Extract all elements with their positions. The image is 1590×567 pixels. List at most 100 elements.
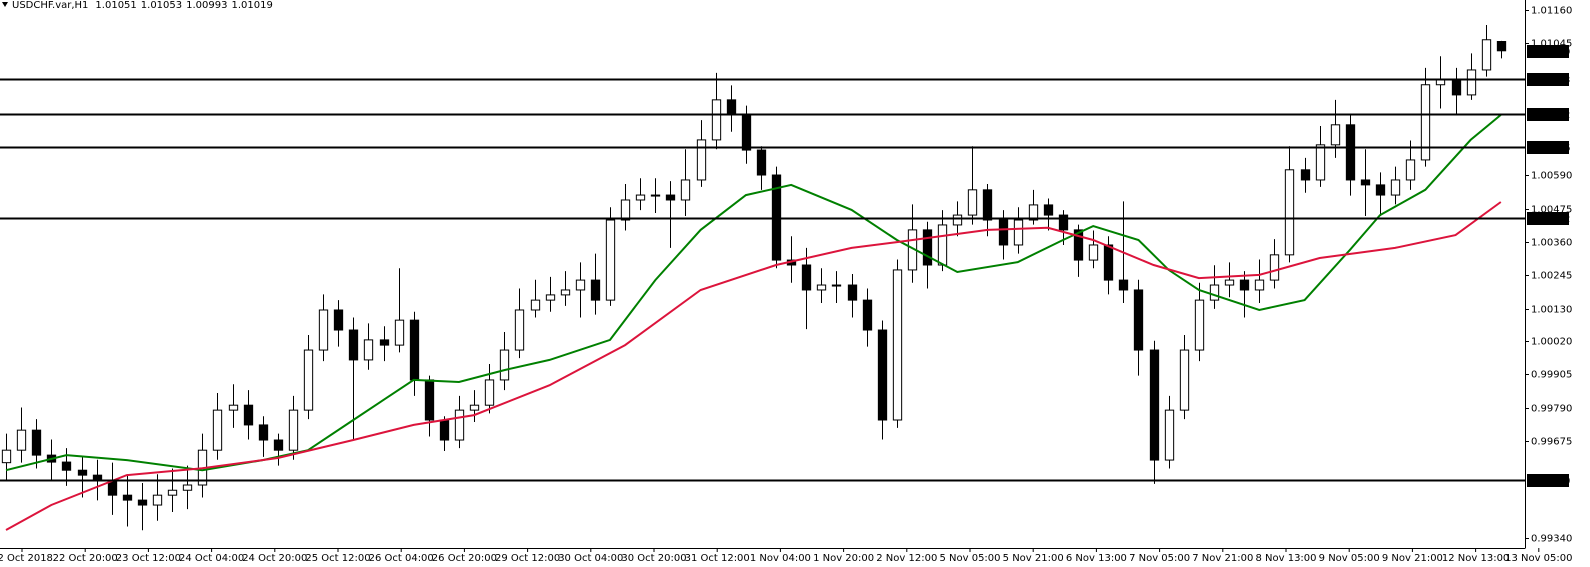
candle-body [1149,349,1160,461]
candle-body [530,299,541,311]
y-tick-label: 1.00245 [1531,271,1572,282]
candle-body [16,429,27,451]
candle-body [1345,124,1356,181]
candle-body [1043,204,1054,216]
candle-body [1254,279,1265,291]
candle-body [605,219,616,301]
candle-body [1224,279,1235,286]
candle-body [122,494,133,501]
x-tick-label: 29 Oct 12:00 [495,553,560,564]
candle-body [847,284,858,301]
candle-body [243,404,254,426]
x-tick-label: 9 Nov 05:00 [1319,553,1380,564]
candle-body [1269,254,1280,281]
candle-body [303,349,314,411]
x-tick-label: 2 Nov 12:00 [876,553,937,564]
candle-body [1360,179,1371,186]
candle-body [1013,219,1024,246]
candle-body [1435,79,1446,86]
candle-body [982,189,993,221]
x-tick-label: 6 Nov 13:00 [1066,553,1127,564]
symbol: USDCHF.var,H1 [12,0,88,11]
candle-body [363,339,374,361]
candle-body [77,469,88,476]
symbol-icon [2,2,8,7]
candle-body [288,409,299,451]
candle-body [348,329,359,361]
moving-average-line [5,201,1502,531]
candle-body [1058,214,1069,231]
header-high: 1.01053 [141,0,182,11]
candle-body [1118,279,1129,291]
header-close: 1.01019 [232,0,273,11]
candle-body [469,404,480,411]
candle-body [394,319,405,346]
x-tick-label: 7 Nov 05:00 [1129,553,1190,564]
candle-body [1405,159,1416,181]
level-label-box [1527,108,1569,121]
candle-body [1420,84,1431,161]
candle-body [801,264,812,291]
candle-body [711,99,722,141]
y-tick-label: 1.00020 [1531,337,1572,348]
candle-body [92,474,103,481]
x-tick-label: 30 Oct 04:00 [558,553,623,564]
candle-body [741,114,752,151]
y-tick-label: 0.99790 [1531,404,1572,415]
candle-body [862,299,873,331]
candle-body [1390,179,1401,196]
x-tick-label: 5 Nov 05:00 [939,553,1000,564]
header-open: 1.01051 [95,0,136,11]
candle-body [937,224,948,266]
x-tick-label: 9 Nov 21:00 [1382,553,1443,564]
candle-body [273,439,284,451]
x-tick-label: 31 Oct 12:00 [685,553,750,564]
y-tick-label: 1.00590 [1531,171,1572,182]
x-tick-label: 5 Nov 21:00 [1003,553,1064,564]
candle-body [333,309,344,331]
x-tick-label: 26 Oct 20:00 [432,553,497,564]
y-tick-label: 1.00475 [1531,205,1572,216]
candle-body [635,194,646,201]
x-tick-label: 23 Oct 12:00 [116,553,181,564]
x-tick-label: 1 Nov 04:00 [750,553,811,564]
candle-body [137,499,148,506]
chart-header: USDCHF.var,H1 1.01051 1.01053 1.00993 1.0101… [12,0,273,11]
level-label-box [1527,141,1569,154]
level-label: 1.00802 [1529,110,1570,121]
y-tick-label: 1.00130 [1531,305,1572,316]
candle-body [424,379,435,421]
candle-body [1466,69,1477,96]
candle-body [1239,279,1250,291]
x-tick-label: 12 Nov 13:00 [1442,553,1509,564]
candle-body [545,294,556,301]
level-label-box [1527,212,1569,225]
candle-body [499,349,510,381]
candle-body [590,279,601,301]
header-low: 1.00993 [186,0,227,11]
candle-body [620,199,631,221]
current-price-box [1527,45,1569,58]
candle-body [514,309,525,351]
x-tick-label: 22 Oct 2018 [0,553,53,564]
level-label-box [1527,474,1569,487]
candle-body [877,329,888,421]
candle-body [182,484,193,491]
candle-body [484,379,495,406]
y-tick-label: 0.99340 [1531,534,1572,545]
candle-body [212,409,223,451]
candle-body [650,194,661,197]
level-label: 1.00923 [1529,75,1570,86]
candle-body [1284,169,1295,256]
candle-body [816,284,827,291]
candle-body [258,424,269,441]
candle-body [831,284,842,287]
x-tick-label: 24 Oct 20:00 [242,553,307,564]
candle-body [696,139,707,181]
plot-area [0,24,1525,531]
candle-body [409,319,420,381]
candle-body [1103,244,1114,281]
candle-body [998,219,1009,246]
candle-body [665,194,676,201]
